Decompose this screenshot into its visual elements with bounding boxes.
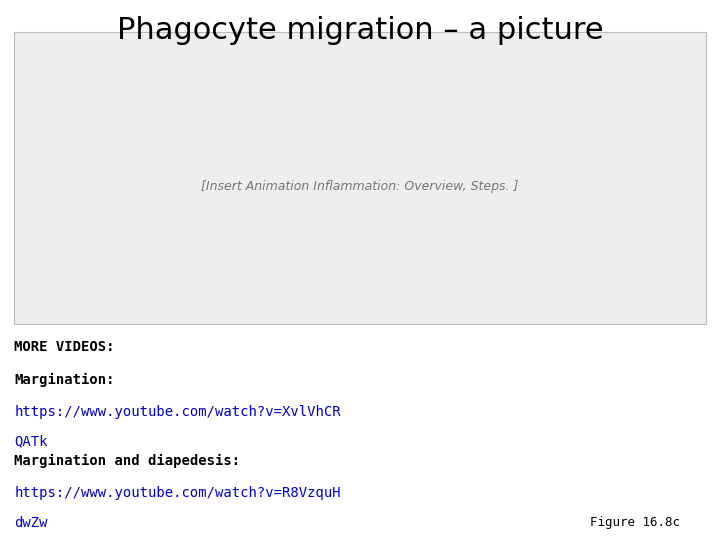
FancyBboxPatch shape <box>14 32 706 324</box>
Text: https://www.youtube.com/watch?v=R8VzquH: https://www.youtube.com/watch?v=R8VzquH <box>14 486 341 500</box>
Text: MORE VIDEOS:: MORE VIDEOS: <box>14 340 115 354</box>
Text: dwZw: dwZw <box>14 516 48 530</box>
Text: Margination and diapedesis:: Margination and diapedesis: <box>14 454 240 468</box>
Text: QATk: QATk <box>14 435 48 449</box>
Text: Margination:: Margination: <box>14 373 115 387</box>
Text: https://www.youtube.com/watch?v=XvlVhCR: https://www.youtube.com/watch?v=XvlVhCR <box>14 405 341 419</box>
Text: Phagocyte migration – a picture: Phagocyte migration – a picture <box>117 16 603 45</box>
Text: Figure 16.8c: Figure 16.8c <box>590 516 680 529</box>
Text: [Insert Animation Inflammation: Overview, Steps. ]: [Insert Animation Inflammation: Overview… <box>202 180 518 193</box>
